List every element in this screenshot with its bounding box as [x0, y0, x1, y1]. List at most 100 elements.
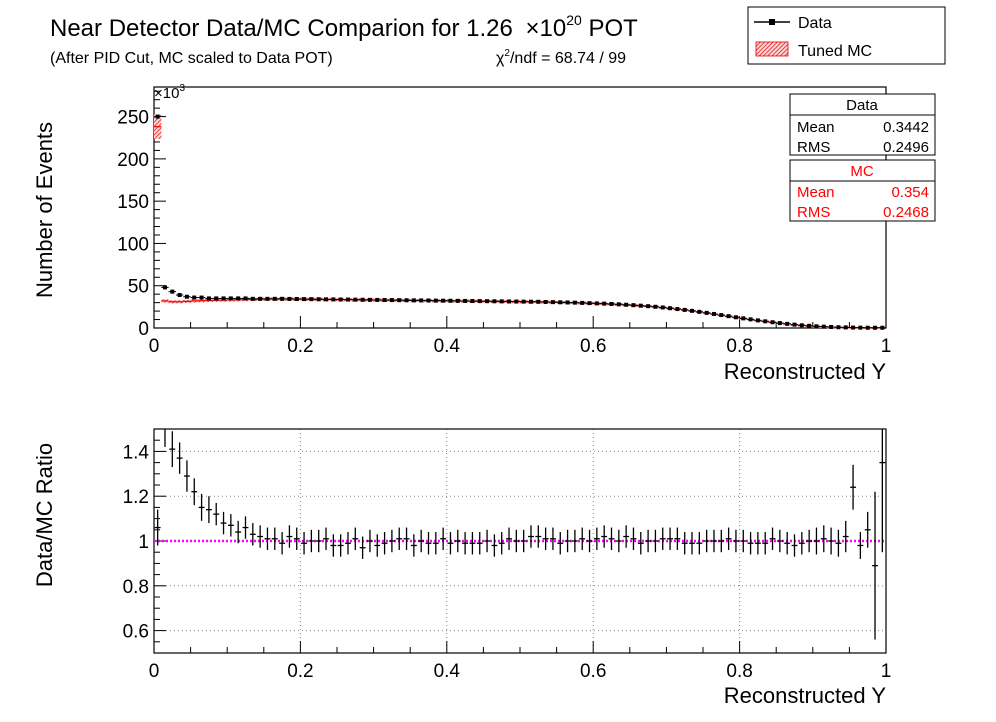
- y-tick-label: 50: [128, 277, 149, 298]
- data-point: [528, 299, 533, 304]
- data-point: [880, 325, 885, 330]
- chart-title: Near Detector Data/MC Comparion for 1.26…: [50, 12, 638, 42]
- data-point: [587, 301, 592, 306]
- data-point: [602, 301, 607, 306]
- data-point: [726, 314, 731, 319]
- data-point: [719, 313, 724, 318]
- data-point: [411, 298, 416, 303]
- data-point: [550, 300, 555, 305]
- y-tick-label: 0: [138, 319, 149, 340]
- legend-label-data: Data: [798, 15, 832, 32]
- y-tick-label: 150: [117, 192, 149, 213]
- data-point: [463, 298, 468, 303]
- data-point: [199, 295, 204, 300]
- data-point: [477, 299, 482, 304]
- stats-key-mean-mc: Mean: [797, 184, 835, 201]
- data-point: [829, 324, 834, 329]
- data-point: [763, 319, 768, 324]
- data-point: [448, 298, 453, 303]
- data-point: [711, 311, 716, 316]
- data-point: [821, 324, 826, 329]
- legend-entry-data: Data: [754, 15, 832, 32]
- data-point: [507, 299, 512, 304]
- stats-key-rms-data: RMS: [797, 139, 830, 156]
- data-point: [250, 296, 255, 301]
- data-point: [851, 325, 856, 330]
- data-point: [470, 299, 475, 304]
- data-point: [192, 295, 197, 300]
- legend: Data Tuned MC: [747, 6, 946, 65]
- lower-panel: 0 0.2 0.4 0.6 0.8 1 0.6 0.8 1 1.2 1.4: [123, 428, 891, 682]
- x-tick-label: 0: [149, 336, 160, 357]
- legend-entry-mc: Tuned MC: [755, 41, 872, 60]
- data-point: [214, 296, 219, 301]
- data-point: [521, 299, 526, 304]
- data-point: [799, 323, 804, 328]
- data-point: [367, 297, 372, 302]
- chart-subtitle: (After PID Cut, MC scaled to Data POT): [50, 50, 333, 67]
- data-point: [777, 321, 782, 326]
- data-point: [594, 301, 599, 306]
- data-point: [565, 300, 570, 305]
- data-point: [338, 297, 343, 302]
- data-point: [704, 310, 709, 315]
- stats-key-rms-mc: RMS: [797, 204, 830, 221]
- data-point: [243, 296, 248, 301]
- x-tick-label: 0.6: [580, 661, 606, 682]
- upper-x-axis-label: Reconstructed Y: [724, 359, 887, 384]
- data-point: [302, 297, 307, 302]
- stats-value-mean-mc: 0.354: [891, 184, 929, 201]
- data-point: [404, 298, 409, 303]
- data-point: [316, 297, 321, 302]
- stats-value-rms-data: 0.2496: [883, 139, 929, 156]
- y-tick-label: 1: [138, 532, 149, 553]
- data-point: [697, 309, 702, 314]
- data-point: [206, 296, 211, 301]
- data-point: [755, 318, 760, 323]
- x-tick-label: 1: [881, 336, 892, 357]
- data-point: [294, 296, 299, 301]
- data-point: [389, 298, 394, 303]
- stats-key-mean-data: Mean: [797, 119, 835, 136]
- stats-value-mean-data: 0.3442: [883, 119, 929, 136]
- y-tick-label: 0.8: [123, 577, 149, 598]
- x-tick-label: 0.8: [726, 661, 752, 682]
- lower-y-axis-label: Data/MC Ratio: [32, 443, 57, 587]
- data-point: [609, 301, 614, 306]
- data-point: [433, 298, 438, 303]
- data-point: [836, 325, 841, 330]
- data-point: [397, 298, 402, 303]
- data-point: [653, 304, 658, 309]
- legend-label-mc: Tuned MC: [798, 43, 872, 60]
- data-point: [690, 308, 695, 313]
- data-point: [638, 303, 643, 308]
- data-point: [272, 296, 277, 301]
- data-point: [455, 298, 460, 303]
- data-point: [770, 320, 775, 325]
- data-point: [792, 322, 797, 327]
- data-point: [162, 285, 167, 290]
- data-point: [543, 299, 548, 304]
- data-point: [572, 300, 577, 305]
- data-point: [514, 299, 519, 304]
- data-point: [258, 296, 263, 301]
- data-point: [499, 299, 504, 304]
- data-point: [345, 297, 350, 302]
- data-point: [807, 323, 812, 328]
- data-point: [353, 297, 358, 302]
- data-point: [616, 302, 621, 307]
- data-point: [865, 325, 870, 330]
- upper-panel: 0 0.2 0.4 0.6 0.8 1 0 50 100 150 200 250: [117, 86, 892, 357]
- data-point: [492, 299, 497, 304]
- plot-frame: [153, 86, 887, 329]
- x-tick-label: 0.8: [726, 336, 752, 357]
- data-point: [785, 321, 790, 326]
- data-point: [580, 300, 585, 305]
- stats-title-mc: MC: [850, 163, 873, 180]
- x-tick-label: 0.4: [434, 661, 461, 682]
- data-point: [682, 307, 687, 312]
- x-tick-label: 0.4: [434, 336, 461, 357]
- stats-box-data: Data Mean 0.3442 RMS 0.2496: [789, 93, 936, 156]
- y-tick-label: 250: [117, 108, 149, 129]
- x-tick-label: 0.6: [580, 336, 606, 357]
